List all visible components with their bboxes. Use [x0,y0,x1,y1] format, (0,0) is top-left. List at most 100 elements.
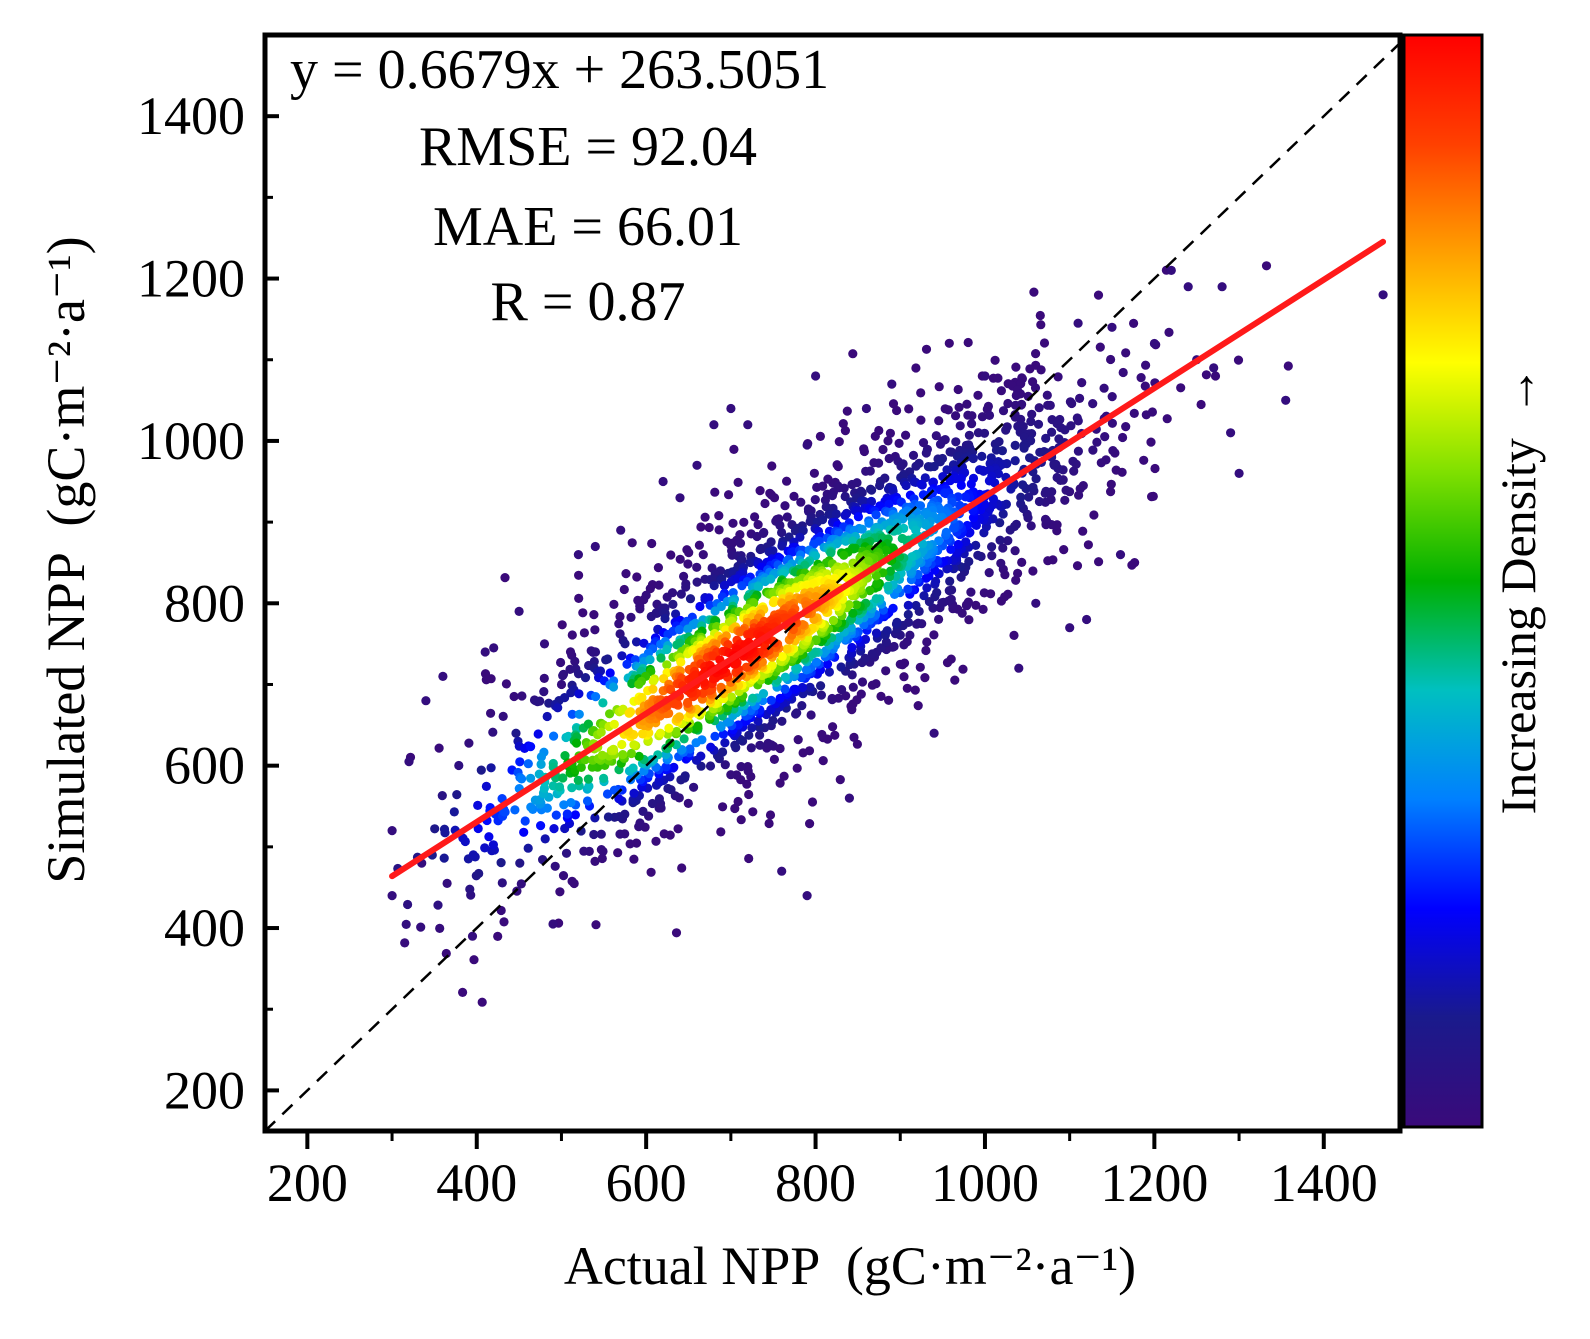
scatter-point [1201,370,1211,380]
scatter-point [1100,432,1110,442]
scatter-point [515,858,525,868]
scatter-point [489,643,499,653]
scatter-point [1056,423,1066,433]
scatter-point [566,798,576,808]
scatter-point [847,642,857,653]
scatter-point [978,466,989,476]
scatter-point [554,782,565,792]
scatter-point [476,765,486,775]
scatter-point [966,479,976,489]
scatter-point [672,726,682,737]
scatter-point [766,574,776,584]
scatter-point [865,586,875,596]
scatter-point [1017,557,1027,568]
scatter-point [602,789,613,799]
scatter-point [704,522,714,533]
scatter-point [452,790,462,800]
scatter-point [671,609,681,619]
scatter-point [401,919,411,930]
scatter-point [968,453,978,464]
rmse-label: RMSE = 92.04 [419,116,757,178]
scatter-point [980,371,990,381]
scatter-point [875,480,885,491]
scatter-point [1233,355,1244,365]
scatter-point [878,444,888,455]
scatter-point [743,762,753,772]
scatter-point [839,550,849,560]
scatter-point [387,826,397,836]
x-axis-title-text: Actual NPP [564,1236,819,1296]
x-axis-title: Actual NPP (gC·m⁻²·a⁻¹) [564,1236,1136,1296]
scatter-point [578,608,588,618]
scatter-point [805,517,815,527]
scatter-point [919,591,929,601]
scatter-point [830,730,840,740]
scatter-point [807,797,818,807]
scatter-point [683,697,693,708]
scatter-point [997,446,1008,456]
scatter-point [654,580,664,590]
y-axis-title-unit: (gC·m⁻²·a⁻¹) [36,236,96,526]
scatter-point [809,468,820,478]
scatter-point [945,476,955,486]
scatter-point [894,438,904,448]
scatter-point [1010,440,1020,450]
scatter-point [1026,416,1036,427]
scatter-point [533,729,543,739]
y-tick-label: 400 [164,898,245,958]
scatter-point [996,386,1007,396]
scatter-point [743,420,753,430]
scatter-point [434,743,444,753]
scatter-point [758,689,769,699]
scatter-point [810,495,820,505]
scatter-point [404,757,414,767]
scatter-point [562,809,572,819]
scatter-point [567,709,577,719]
scatter-point [437,791,447,801]
scatter-point [440,828,450,838]
scatter-point [808,649,818,659]
scatter-point [683,798,693,809]
scatter-point [818,481,828,491]
scatter-point [1106,479,1116,489]
scatter-point [1130,558,1140,568]
scatter-point [903,609,913,620]
scatter-point [553,703,563,713]
scatter-point [984,410,995,420]
scatter-point [637,729,648,739]
plot-frame [262,32,1403,1134]
scatter-point [709,420,719,430]
scatter-point [1011,362,1021,372]
scatter-point [856,689,866,699]
scatter-point [493,931,503,942]
scatter-point [876,691,886,702]
scatter-point [659,829,669,839]
scatter-point [539,687,549,697]
y-axis-title: Simulated NPP (gC·m⁻²·a⁻¹) [36,236,96,883]
y-axis-ticks: 200 400 600 800 1000 1200 1400 [137,33,279,1120]
scatter-point [720,760,730,770]
scatter-point [918,438,929,448]
scatter-point [755,486,765,496]
scatter-point [498,711,508,722]
scatter-point [736,815,746,825]
scatter-point [438,671,448,682]
scatter-point [911,461,921,471]
scatter-point [792,708,802,718]
scatter-point [708,651,718,661]
scatter-point [709,581,719,591]
scatter-point [840,426,851,436]
scatter-point [590,647,601,657]
scatter-point [921,448,931,458]
scatter-point [1049,459,1059,469]
scatter-point [921,573,931,583]
fit-equation: y = 0.6679x + 263.5051 [290,39,829,101]
scatter-point [559,800,569,810]
scatter-point [617,739,627,750]
scatter-point [671,928,682,938]
scatter-point [582,796,593,806]
scatter-point [584,781,594,791]
scatter-point [882,626,892,636]
scatter-point [1068,456,1078,466]
scatter-point [916,388,926,398]
